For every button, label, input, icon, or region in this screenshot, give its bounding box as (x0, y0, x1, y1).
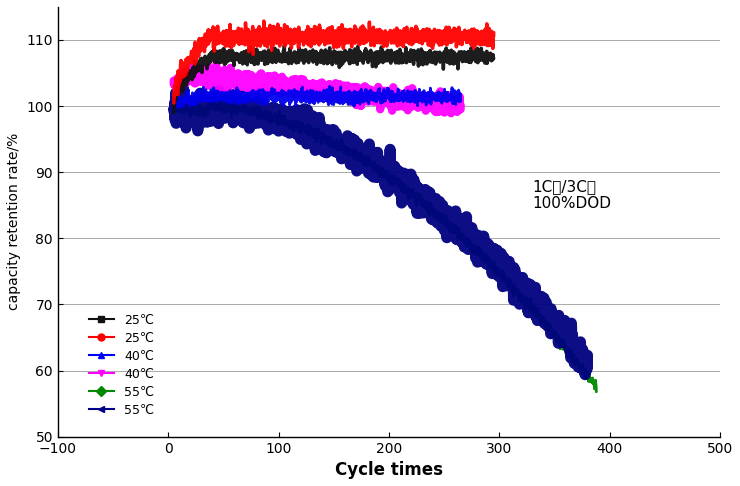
Text: 1C充/3C放
100%DOD: 1C充/3C放 100%DOD (532, 179, 611, 211)
Y-axis label: capacity retention rate/%: capacity retention rate/% (7, 133, 21, 311)
Legend: 25℃, 25℃, 40℃, 40℃, 55℃, 55℃: 25℃, 25℃, 40℃, 40℃, 55℃, 55℃ (84, 309, 159, 422)
X-axis label: Cycle times: Cycle times (335, 461, 443, 479)
